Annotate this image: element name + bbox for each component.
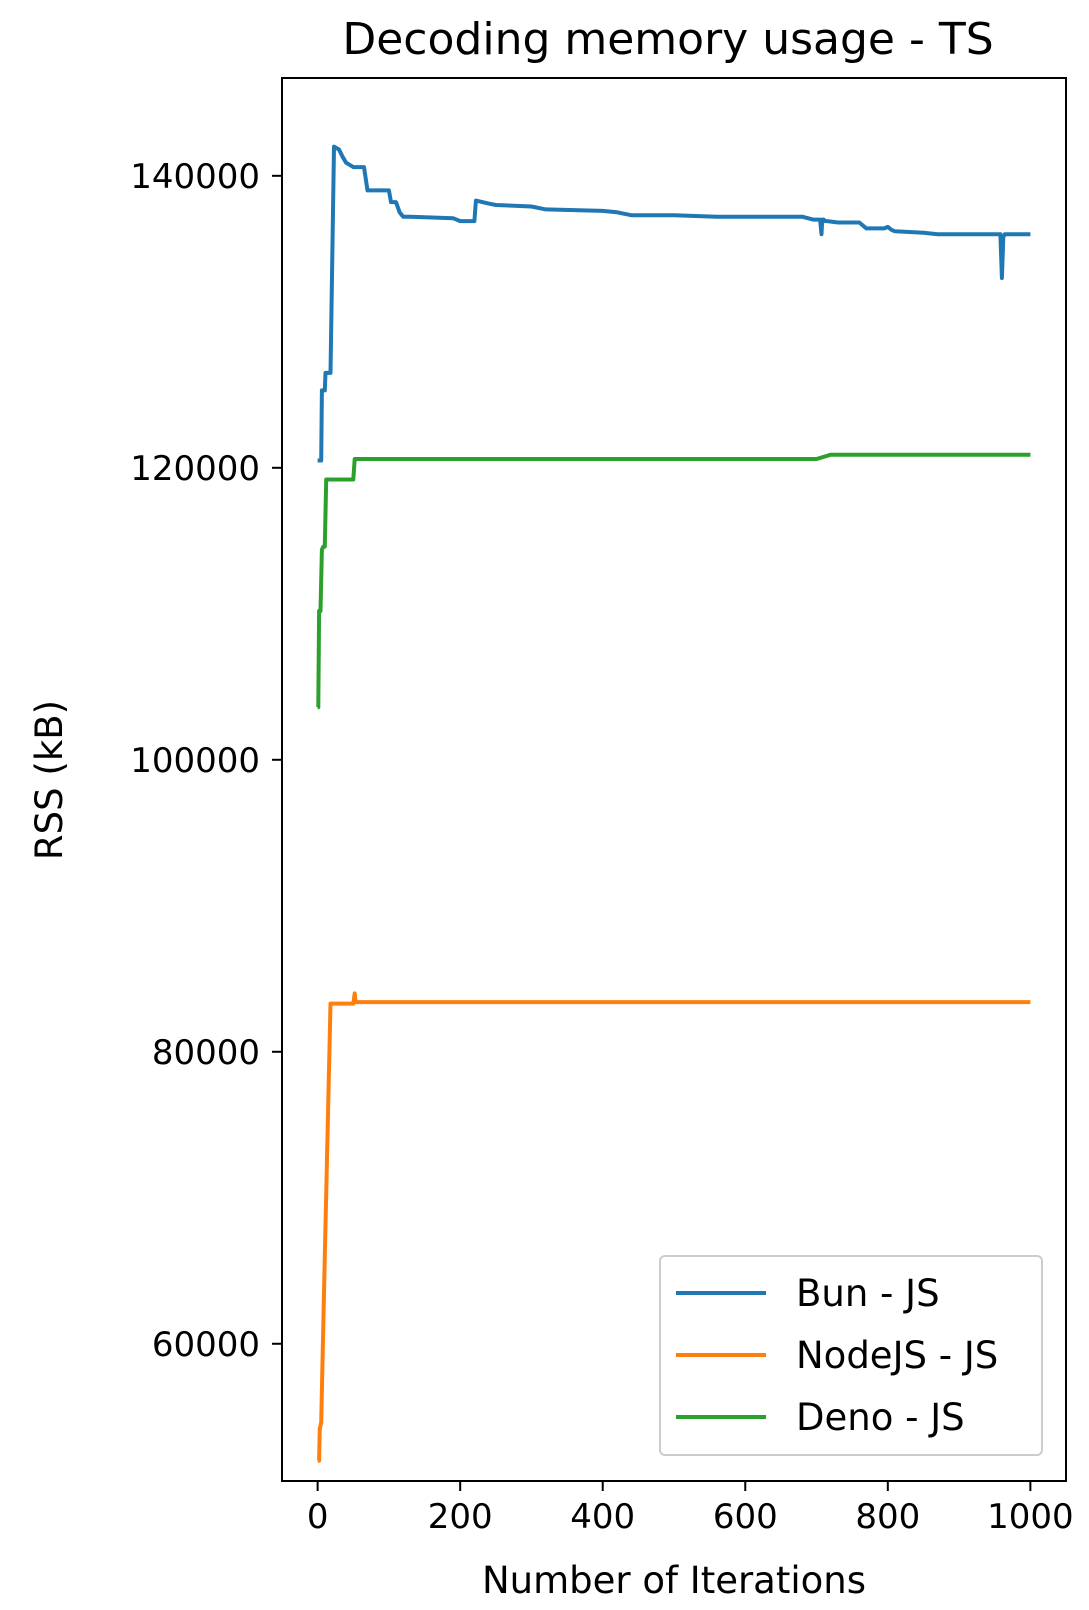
x-tick-label: 0: [307, 1497, 329, 1537]
legend-label-deno: Deno - JS: [796, 1396, 965, 1439]
y-axis-label: RSS (kB): [28, 700, 71, 860]
x-tick-label: 600: [713, 1497, 778, 1537]
legend: Bun - JS NodeJS - JS Deno - JS: [659, 1255, 1043, 1456]
x-axis-ticks: 0 200 400 600 800 1000: [307, 1481, 1074, 1537]
series-group: [316, 144, 1031, 1463]
legend-label-bun: Bun - JS: [796, 1272, 940, 1315]
x-tick-label: 1000: [987, 1497, 1074, 1537]
y-tick-label: 60000: [152, 1325, 260, 1365]
y-axis-ticks: 60000 80000 100000 120000 140000: [130, 157, 282, 1365]
y-tick-label: 120000: [130, 449, 260, 489]
y-tick-label: 80000: [152, 1033, 260, 1073]
axes-frame: [281, 77, 1067, 1482]
y-tick-label: 140000: [130, 157, 260, 197]
legend-box: [659, 1255, 1043, 1456]
chart-title: Decoding memory usage - TS: [342, 14, 993, 65]
x-tick-label: 400: [570, 1497, 635, 1537]
series-line-bun-js: [317, 144, 1031, 463]
x-axis-label: Number of Iterations: [482, 1559, 866, 1602]
y-tick-label: 100000: [130, 741, 260, 781]
x-tick-label: 200: [428, 1497, 493, 1537]
x-tick-label: 800: [855, 1497, 920, 1537]
legend-label-nodejs: NodeJS - JS: [796, 1334, 998, 1377]
plot-area: 0 200 400 600 800 1000 60000 80000 100000 120000…: [130, 77, 1074, 1537]
series-line-deno-js: [316, 452, 1031, 710]
series-line-nodejs-js: [317, 991, 1031, 1463]
